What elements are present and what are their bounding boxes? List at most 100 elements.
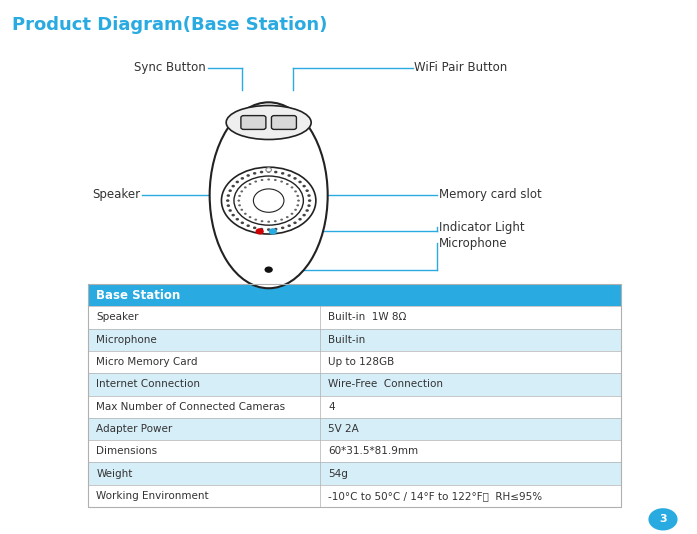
Circle shape (305, 209, 309, 212)
Circle shape (307, 205, 311, 207)
Circle shape (294, 209, 297, 211)
Circle shape (236, 218, 239, 221)
Text: Speaker: Speaker (92, 189, 140, 201)
FancyBboxPatch shape (241, 115, 266, 129)
Text: 5V 2A: 5V 2A (328, 424, 359, 434)
Circle shape (280, 218, 283, 221)
Circle shape (254, 180, 257, 183)
Circle shape (247, 224, 250, 227)
Circle shape (266, 168, 271, 172)
Circle shape (254, 218, 257, 221)
Circle shape (261, 220, 263, 222)
Circle shape (236, 180, 239, 183)
Circle shape (297, 200, 300, 202)
Circle shape (226, 199, 229, 202)
Circle shape (281, 172, 284, 175)
Circle shape (240, 222, 244, 224)
Circle shape (274, 179, 277, 181)
Circle shape (247, 174, 250, 177)
Text: 54g: 54g (328, 469, 348, 478)
Circle shape (274, 228, 277, 231)
Text: Indicator Light: Indicator Light (438, 221, 524, 234)
Circle shape (267, 221, 270, 223)
Circle shape (648, 508, 677, 530)
Circle shape (281, 226, 284, 229)
Ellipse shape (227, 106, 311, 139)
Circle shape (307, 194, 311, 197)
Circle shape (293, 222, 297, 224)
Circle shape (308, 199, 312, 202)
Text: Max Number of Connected Cameras: Max Number of Connected Cameras (96, 402, 286, 412)
Circle shape (249, 183, 252, 185)
Text: Micro Memory Card: Micro Memory Card (96, 357, 198, 367)
Circle shape (229, 190, 232, 192)
Circle shape (298, 180, 302, 183)
Text: Weight: Weight (96, 469, 133, 478)
Circle shape (227, 194, 230, 197)
Circle shape (254, 189, 284, 213)
Ellipse shape (210, 103, 328, 288)
Text: Microphone: Microphone (96, 335, 158, 345)
Circle shape (268, 228, 277, 234)
Text: Built-in  1W 8Ω: Built-in 1W 8Ω (328, 312, 406, 323)
Text: Sync Button: Sync Button (135, 61, 206, 74)
Circle shape (274, 220, 277, 222)
Circle shape (253, 172, 256, 175)
FancyBboxPatch shape (271, 115, 296, 129)
Circle shape (240, 177, 244, 180)
Circle shape (256, 228, 263, 234)
Text: Speaker: Speaker (96, 312, 139, 323)
Bar (88, 284, 620, 507)
Circle shape (286, 216, 289, 218)
Text: Built-in: Built-in (328, 335, 365, 345)
Circle shape (291, 213, 293, 215)
Circle shape (238, 204, 241, 206)
Circle shape (274, 171, 277, 174)
Bar (88, 418, 620, 440)
Circle shape (298, 218, 302, 221)
Circle shape (286, 183, 289, 185)
Circle shape (260, 228, 263, 231)
Text: 60*31.5*81.9mm: 60*31.5*81.9mm (328, 446, 418, 457)
Circle shape (260, 171, 263, 174)
Text: Dimensions: Dimensions (96, 446, 158, 457)
Bar (88, 485, 620, 507)
Bar (88, 462, 620, 485)
Circle shape (296, 195, 299, 197)
Bar (88, 396, 620, 418)
Circle shape (264, 266, 273, 273)
Text: 4: 4 (328, 402, 335, 412)
Text: Memory card slot: Memory card slot (438, 189, 542, 201)
Circle shape (267, 228, 270, 231)
Text: Internet Connection: Internet Connection (96, 379, 201, 389)
Text: Adapter Power: Adapter Power (96, 424, 173, 434)
Circle shape (294, 190, 297, 192)
Circle shape (291, 186, 293, 189)
Bar (88, 307, 620, 328)
Circle shape (249, 216, 252, 218)
Text: -10°C to 50°C / 14°F to 122°F，  RH≤95%: -10°C to 50°C / 14°F to 122°F， RH≤95% (328, 491, 542, 501)
Circle shape (261, 179, 263, 181)
Bar (88, 328, 620, 351)
Ellipse shape (222, 167, 316, 234)
Circle shape (238, 200, 240, 202)
Circle shape (244, 213, 247, 215)
Ellipse shape (234, 176, 303, 225)
Circle shape (287, 224, 291, 227)
Circle shape (231, 185, 235, 187)
Circle shape (302, 185, 306, 187)
Circle shape (267, 178, 270, 180)
Circle shape (229, 209, 232, 212)
Bar (88, 284, 620, 307)
Text: 3: 3 (659, 514, 667, 524)
Circle shape (287, 174, 291, 177)
Circle shape (231, 214, 235, 216)
Circle shape (240, 209, 243, 211)
Circle shape (244, 186, 247, 189)
Circle shape (305, 190, 309, 192)
Bar (88, 373, 620, 396)
Circle shape (253, 226, 256, 229)
Circle shape (280, 180, 283, 183)
Circle shape (296, 204, 299, 206)
Bar (88, 440, 620, 462)
